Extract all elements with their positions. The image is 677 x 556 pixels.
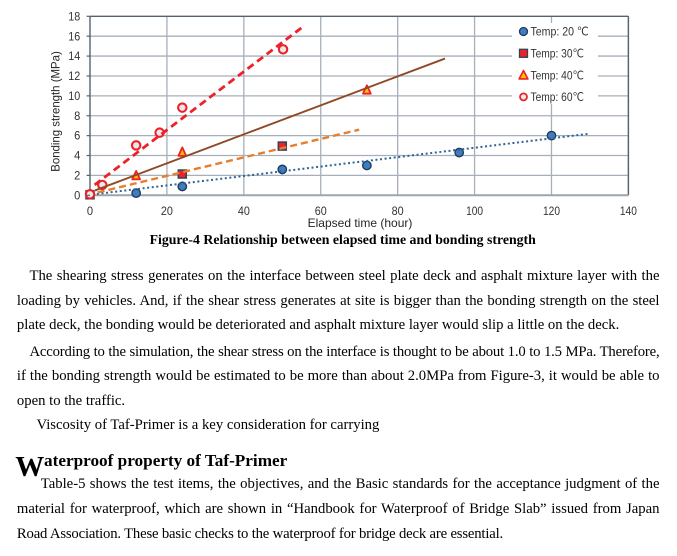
svg-text:14: 14 bbox=[68, 49, 80, 63]
svg-text:Temp: 20 ℃: Temp: 20 ℃ bbox=[531, 25, 589, 39]
svg-text:8: 8 bbox=[74, 109, 80, 123]
svg-text:Temp: 40℃: Temp: 40℃ bbox=[531, 68, 585, 82]
svg-text:Temp: 30℃: Temp: 30℃ bbox=[531, 47, 585, 61]
svg-text:6: 6 bbox=[74, 129, 80, 143]
svg-text:2: 2 bbox=[74, 169, 80, 183]
svg-text:100: 100 bbox=[466, 204, 483, 218]
svg-text:10: 10 bbox=[68, 89, 80, 103]
svg-text:Temp: 60℃: Temp: 60℃ bbox=[531, 90, 585, 104]
svg-text:120: 120 bbox=[543, 204, 560, 218]
svg-text:60: 60 bbox=[315, 204, 327, 218]
svg-text:140: 140 bbox=[620, 204, 637, 218]
svg-text:0: 0 bbox=[74, 188, 80, 202]
svg-text:0: 0 bbox=[87, 204, 93, 218]
svg-text:Elapsed time (hour): Elapsed time (hour) bbox=[308, 216, 413, 230]
svg-text:16: 16 bbox=[68, 29, 80, 43]
svg-text:18: 18 bbox=[68, 9, 80, 23]
svg-text:40: 40 bbox=[238, 204, 250, 218]
svg-text:4: 4 bbox=[74, 149, 80, 163]
svg-text:20: 20 bbox=[161, 204, 173, 218]
svg-text:80: 80 bbox=[392, 204, 404, 218]
svg-text:12: 12 bbox=[68, 69, 80, 83]
svg-text:Bonding strength (MPa): Bonding strength (MPa) bbox=[49, 51, 63, 172]
